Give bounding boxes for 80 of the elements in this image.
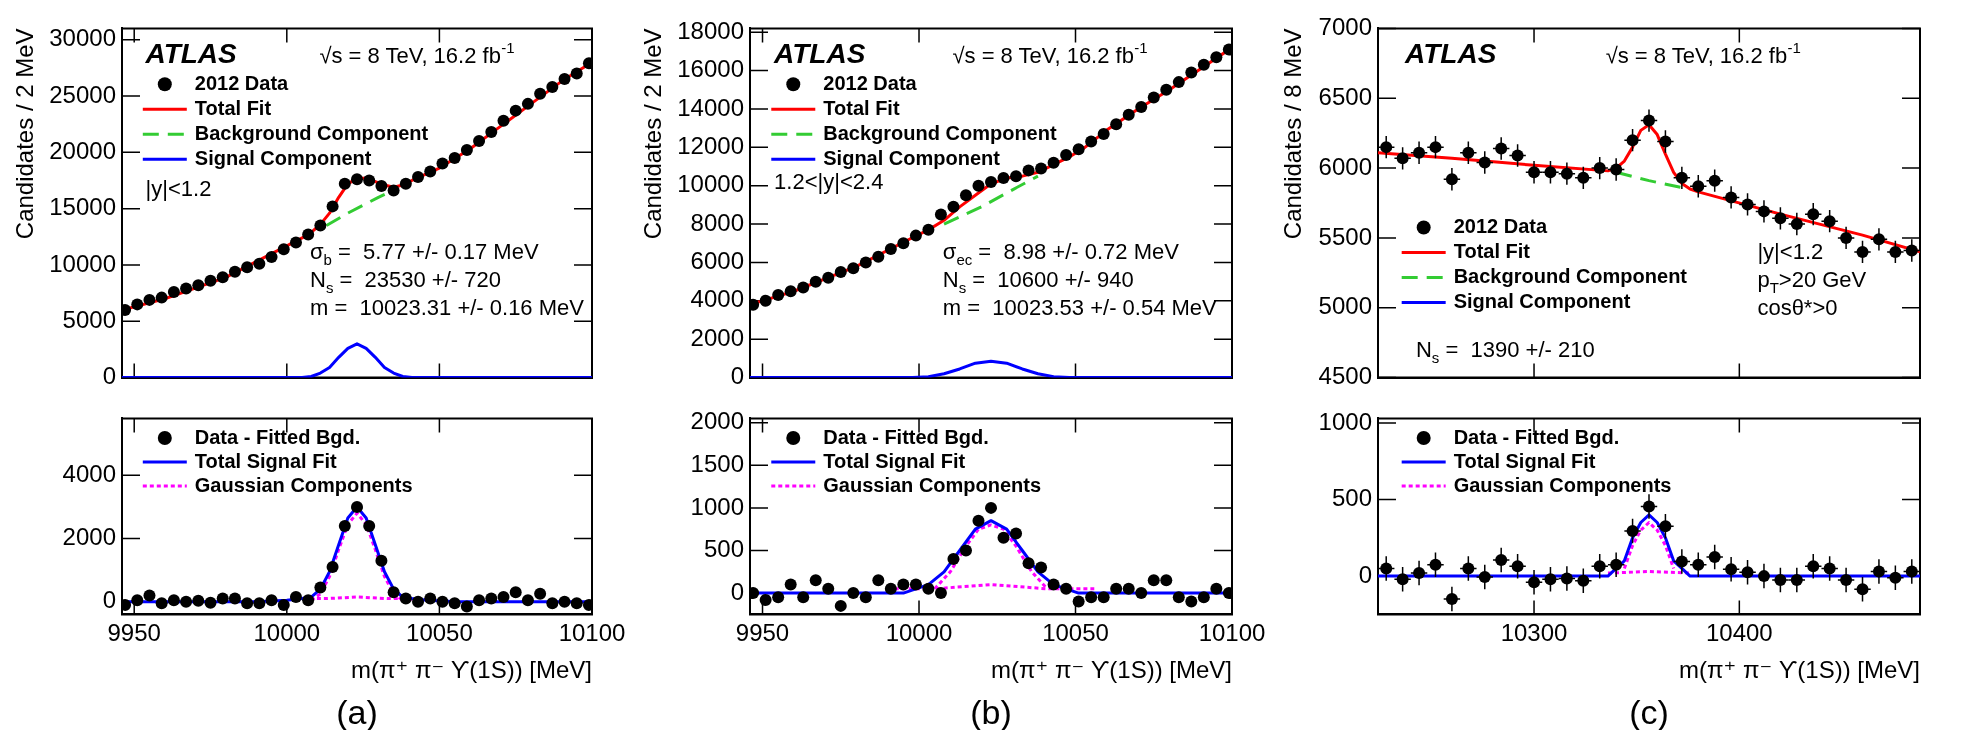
legend-label: Signal Component	[194, 146, 372, 169]
y-tick-label: 1000	[690, 492, 744, 520]
y-tick-label: 4500	[1318, 362, 1372, 390]
legend-label: Background Component	[823, 121, 1057, 144]
legend-label: Gaussian Components	[1453, 473, 1672, 496]
x-tick-label: 9950	[735, 619, 790, 647]
y-tick-label: 18000	[677, 16, 744, 44]
y-tick-label: 2000	[690, 407, 744, 435]
legend-label: Gaussian Components	[823, 473, 1042, 496]
annotation: |y|<1.2	[1757, 238, 1824, 264]
y-tick-label: 15000	[49, 193, 116, 221]
legend-label: 2012 Data	[194, 71, 290, 94]
y-tick-label: 6500	[1318, 82, 1372, 110]
y-tick-label: 10000	[49, 249, 116, 277]
x-tick-label: 10000	[253, 619, 321, 647]
x-tick-label: 10000	[885, 619, 953, 647]
legend-label: Data - Fitted Bgd.	[823, 425, 989, 448]
y-tick-label: 1000	[1318, 407, 1372, 435]
x-tick-label: 9950	[107, 619, 161, 647]
legend-label: Total Fit	[823, 96, 900, 119]
x-tick-label: 10400	[1705, 619, 1773, 647]
legend-label: Background Component	[194, 121, 429, 144]
y-axis-title: Candidates / 2 MeV	[639, 28, 667, 240]
y-tick-label: 4000	[62, 459, 116, 487]
y-tick-label: 12000	[677, 131, 744, 159]
legend-label: Data - Fitted Bgd.	[194, 425, 361, 448]
y-tick-label: 0	[730, 577, 744, 605]
y-tick-label: 0	[1358, 560, 1372, 588]
y-tick-label: 7000	[1318, 13, 1372, 41]
y-tick-label: 1500	[690, 449, 744, 477]
legend-label: Total Signal Fit	[823, 449, 966, 472]
legend-label: Total Signal Fit	[194, 449, 337, 472]
annotation: ATLAS	[1404, 38, 1497, 70]
annotation: cosθ*>0	[1757, 294, 1838, 320]
x-tick-label: 10100	[1198, 619, 1266, 647]
y-tick-label: 5500	[1318, 222, 1372, 250]
y-tick-label: 2000	[690, 323, 744, 351]
y-tick-label: 4000	[690, 285, 744, 313]
x-tick-label: 10100	[558, 619, 626, 647]
legend-label: Data - Fitted Bgd.	[1453, 425, 1620, 448]
legend-label: 2012 Data	[1453, 214, 1548, 237]
annotation: 1.2<|y|<2.4	[774, 169, 884, 195]
annotation: |y|<1.2	[145, 176, 212, 202]
x-axis-title: m(π⁺ π⁻ ϒ(1S)) [MeV]	[991, 656, 1232, 684]
y-tick-label: 5000	[62, 305, 116, 333]
y-tick-label: 14000	[677, 93, 744, 121]
y-tick-label: 10000	[677, 170, 744, 198]
y-tick-label: 30000	[49, 24, 116, 52]
x-tick-label: 10050	[1042, 619, 1109, 647]
legend-label: Signal Component	[823, 146, 1001, 169]
legend-label: Total Fit	[194, 96, 272, 119]
y-tick-label: 8000	[690, 208, 744, 236]
y-tick-label: 20000	[49, 136, 116, 164]
y-tick-label: 0	[102, 586, 116, 614]
y-tick-label: 6000	[1318, 152, 1372, 180]
legend-label: Gaussian Components	[194, 473, 413, 496]
y-tick-label: 16000	[677, 55, 744, 83]
y-tick-label: 0	[730, 362, 744, 390]
legend-label: Background Component	[1453, 264, 1688, 287]
y-axis-title: Candidates / 8 MeV	[1279, 28, 1307, 240]
x-axis-title: m(π⁺ π⁻ ϒ(1S)) [MeV]	[1679, 656, 1920, 684]
y-tick-label: 6000	[690, 247, 744, 275]
y-axis-title: Candidates / 2 MeV	[11, 28, 39, 240]
y-tick-label: 25000	[49, 80, 116, 108]
annotation: m = 10023.31 +/- 0.16 MeV	[310, 294, 585, 320]
y-tick-label: 500	[1331, 484, 1372, 512]
y-tick-label: 500	[703, 535, 744, 563]
x-axis-title: m(π⁺ π⁻ ϒ(1S)) [MeV]	[351, 656, 592, 684]
annotation: m = 10023.53 +/- 0.54 MeV	[942, 294, 1218, 320]
x-tick-label: 10050	[406, 619, 473, 647]
legend-label: 2012 Data	[823, 71, 918, 94]
x-tick-label: 10300	[1500, 619, 1568, 647]
legend-label: Total Fit	[1453, 239, 1531, 262]
y-tick-label: 2000	[62, 523, 116, 551]
annotation: ATLAS	[773, 38, 866, 70]
annotation: ATLAS	[144, 38, 238, 70]
y-tick-label: 5000	[1318, 292, 1372, 320]
y-tick-label: 0	[102, 362, 116, 390]
legend-label: Total Signal Fit	[1453, 449, 1596, 472]
legend-label: Signal Component	[1453, 289, 1631, 312]
